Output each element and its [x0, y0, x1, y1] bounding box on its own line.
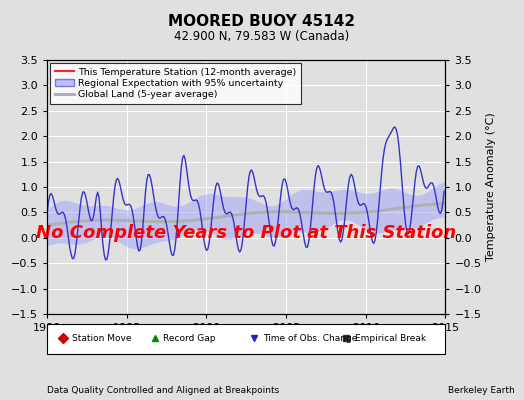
Text: Station Move: Station Move: [72, 334, 132, 343]
Text: Empirical Break: Empirical Break: [355, 334, 425, 343]
Legend: This Temperature Station (12-month average), Regional Expectation with 95% uncer: This Temperature Station (12-month avera…: [50, 63, 301, 104]
Text: Time of Obs. Change: Time of Obs. Change: [263, 334, 357, 343]
Text: MOORED BUOY 45142: MOORED BUOY 45142: [168, 14, 356, 29]
Text: Record Gap: Record Gap: [163, 334, 216, 343]
Text: No Complete Years to Plot at This Station: No Complete Years to Plot at This Statio…: [36, 224, 456, 242]
Text: 42.900 N, 79.583 W (Canada): 42.900 N, 79.583 W (Canada): [174, 30, 350, 43]
Text: Data Quality Controlled and Aligned at Breakpoints: Data Quality Controlled and Aligned at B…: [47, 386, 279, 395]
Text: Berkeley Earth: Berkeley Earth: [448, 386, 515, 395]
Y-axis label: Temperature Anomaly (°C): Temperature Anomaly (°C): [486, 113, 496, 261]
